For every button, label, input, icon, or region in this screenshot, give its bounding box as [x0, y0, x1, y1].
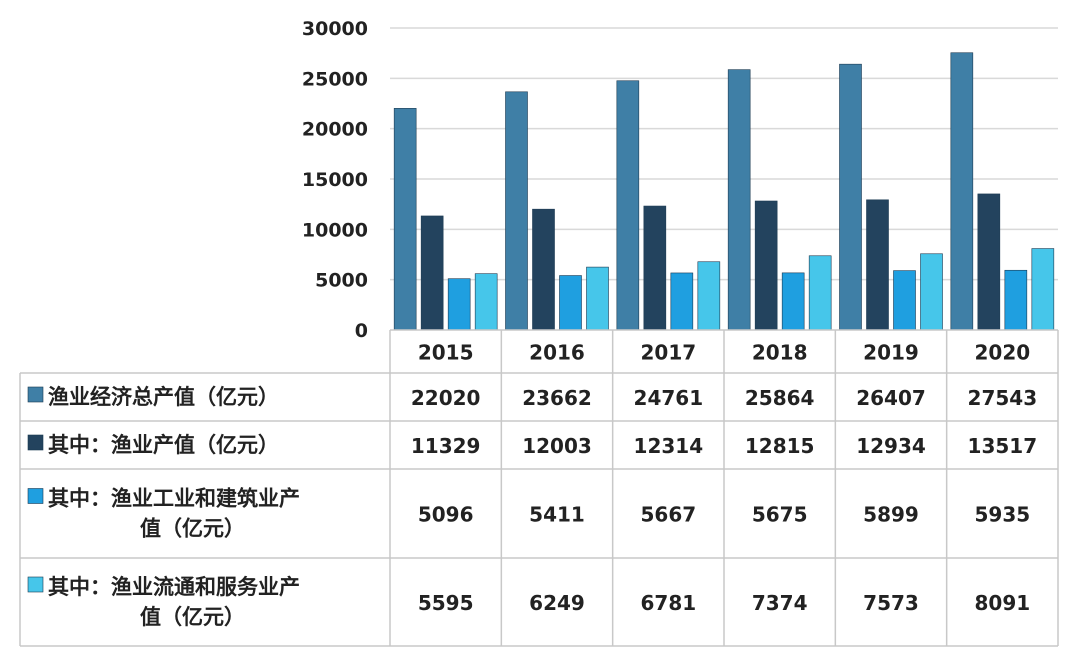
legend-label: 值（亿元） [140, 517, 245, 541]
bar-2017-series-4 [697, 261, 721, 331]
category-label: 2018 [752, 341, 808, 365]
data-cell: 7374 [752, 591, 808, 615]
data-cell: 6249 [529, 591, 585, 615]
data-cell: 5935 [974, 503, 1030, 527]
bars [393, 52, 1055, 331]
data-cell: 22020 [411, 386, 481, 410]
legend-label: 其中：渔业流通和服务业产 [48, 575, 300, 599]
bar-2016-series-4 [586, 266, 609, 331]
legend-label: 渔业经济总产值（亿元） [48, 385, 279, 409]
bar-2019-series-2 [866, 199, 889, 331]
bar-2018-series-3 [781, 272, 805, 331]
legend-label: 其中：渔业工业和建筑业产 [48, 487, 300, 511]
bar-2020-series-3 [1004, 269, 1028, 331]
legend-label: 值（亿元） [140, 605, 245, 629]
bar-2020-series-4 [1031, 248, 1055, 331]
data-cell: 11329 [411, 434, 481, 458]
bar-2018-series-2 [754, 200, 778, 331]
bar-2019-series-1 [839, 63, 862, 331]
data-cell: 12934 [856, 434, 926, 458]
bar-2017-series-3 [670, 272, 694, 331]
data-cell: 12314 [634, 434, 704, 458]
bar-2020-series-2 [977, 193, 1001, 331]
data-cell: 5096 [418, 503, 474, 527]
data-cell: 27543 [968, 386, 1038, 410]
bar-2018-series-1 [727, 69, 751, 331]
data-cell: 7573 [863, 591, 919, 615]
y-tick-label: 10000 [302, 219, 368, 241]
y-axis-ticks: 0 5000 10000 15000 20000 25000 30000 [302, 18, 368, 342]
category-label: 2017 [640, 341, 696, 365]
y-tick-label: 20000 [302, 119, 368, 141]
data-cell: 24761 [634, 386, 704, 410]
bar-2016-series-2 [532, 208, 555, 331]
data-cell: 5595 [418, 591, 474, 615]
data-cell: 13517 [968, 434, 1038, 458]
gridlines [390, 27, 1058, 281]
bar-2018-series-4 [808, 255, 832, 331]
bar-2020-series-1 [950, 52, 974, 331]
legend-swatch [27, 488, 44, 504]
data-cell: 5411 [529, 503, 585, 527]
legend-swatch [27, 434, 44, 451]
data-cell: 12003 [522, 434, 592, 458]
y-tick-label: 25000 [302, 68, 368, 90]
bar-2019-series-4 [920, 253, 943, 331]
data-cell: 26407 [856, 386, 926, 410]
bar-2015-series-3 [447, 278, 471, 331]
bar-2015-series-2 [420, 215, 444, 331]
data-cell: 23662 [522, 386, 592, 410]
bar-2019-series-3 [893, 270, 916, 331]
bar-2015-series-1 [393, 108, 417, 331]
bar-2016-series-3 [559, 275, 582, 331]
data-cell: 6781 [640, 591, 696, 615]
data-cell: 25864 [745, 386, 815, 410]
y-tick-label: 15000 [302, 169, 368, 191]
category-label: 2015 [418, 341, 474, 365]
data-cell: 12815 [745, 434, 815, 458]
y-tick-label: 0 [355, 320, 368, 342]
legend-swatch [27, 576, 44, 593]
data-table: 2015 2016 2017 2018 2019 2020 渔业经济总产值（亿元） 22020… [19, 329, 1059, 647]
bar-2017-series-1 [616, 80, 640, 331]
data-cell: 5675 [752, 503, 808, 527]
data-cell: 5667 [640, 503, 696, 527]
y-tick-label: 30000 [302, 18, 368, 40]
bar-2015-series-4 [474, 273, 498, 331]
category-label: 2020 [974, 341, 1030, 365]
category-label: 2019 [863, 341, 919, 365]
legend-swatch [27, 386, 44, 403]
y-tick-label: 5000 [315, 270, 368, 292]
data-cell: 8091 [974, 591, 1030, 615]
data-cell: 5899 [863, 503, 919, 527]
bar-2017-series-2 [643, 205, 667, 331]
legend-label: 其中：渔业产值（亿元） [48, 433, 279, 457]
bar-2016-series-1 [505, 91, 528, 331]
category-label: 2016 [529, 341, 585, 365]
